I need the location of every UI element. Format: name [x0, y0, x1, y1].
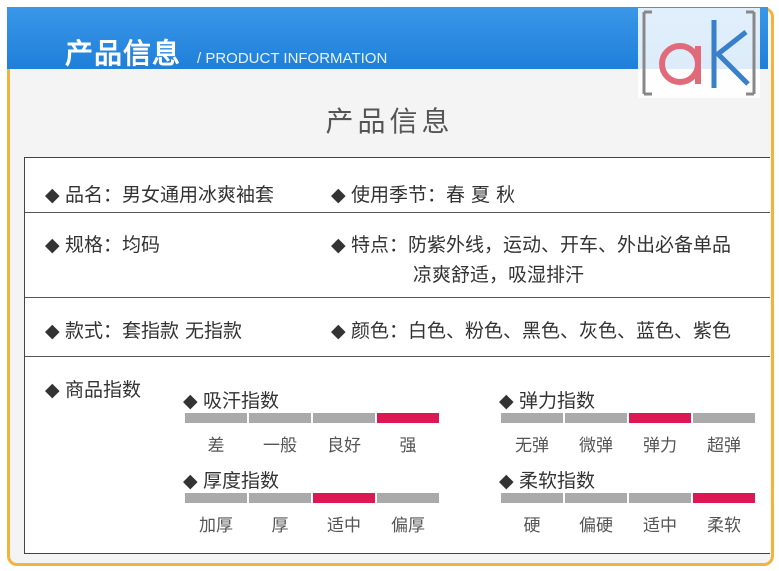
index-level-label: 一般: [263, 436, 297, 456]
index-title: ◆ 柔软指数: [499, 470, 596, 492]
index-level-label: 超弹: [707, 436, 741, 456]
index-level-label: 柔软: [707, 516, 741, 536]
section-title: 产品信息: [325, 105, 454, 138]
info-features: ◆ 特点：防紫外线，运动、开车、外出必备单品: [331, 234, 732, 256]
index-level-bar: [377, 413, 439, 423]
index-level-bar: [185, 493, 247, 503]
index-level-label: 偏厚: [391, 516, 425, 536]
index-level-bar: [629, 413, 691, 423]
index-level-bar: [249, 413, 311, 423]
brand-logo: [638, 8, 760, 98]
diamond-bullet-icon: ◆: [331, 234, 346, 256]
diamond-bullet-icon: ◆: [183, 470, 198, 492]
index-title: ◆ 厚度指数: [183, 470, 280, 492]
diamond-bullet-icon: ◆: [331, 320, 346, 342]
info-season: ◆ 使用季节：春 夏 秋: [331, 184, 516, 206]
index-level-label: 硬: [523, 516, 541, 536]
info-indices-label: ◆ 商品指数: [45, 379, 142, 401]
info-size: ◆ 规格：均码: [45, 234, 161, 256]
index-level-bar: [693, 493, 755, 503]
diamond-bullet-icon: ◆: [45, 184, 60, 206]
index-level-bar: [565, 493, 627, 503]
diamond-bullet-icon: ◆: [499, 470, 514, 492]
index-level-label: 适中: [643, 516, 677, 536]
index-level-bar: [313, 493, 375, 503]
info-colors: ◆ 颜色：白色、粉色、黑色、灰色、蓝色、紫色: [331, 320, 732, 342]
row-divider: [25, 356, 770, 357]
index-level-label: 适中: [327, 516, 361, 536]
index-level-bar: [249, 493, 311, 503]
index-level-bar: [565, 413, 627, 423]
diamond-bullet-icon: ◆: [499, 390, 514, 412]
index-level-bar: [629, 493, 691, 503]
index-level-label: 微弹: [579, 436, 613, 456]
header-title: 产品信息: [65, 37, 182, 70]
index-level-label: 弹力: [643, 436, 677, 456]
index-level-label: 良好: [327, 436, 361, 456]
index-level-label: 差: [207, 436, 225, 456]
index-level-bar: [693, 413, 755, 423]
diamond-bullet-icon: ◆: [45, 320, 60, 342]
info-features-line2: 凉爽舒适，吸湿排汗: [413, 264, 585, 286]
diamond-bullet-icon: ◆: [45, 379, 60, 401]
index-level-label: 强: [399, 436, 417, 456]
index-level-bar: [377, 493, 439, 503]
index-level-bar: [501, 493, 563, 503]
row-divider: [25, 297, 770, 298]
index-level-bar: [501, 413, 563, 423]
index-level-bar: [185, 413, 247, 423]
diamond-bullet-icon: ◆: [45, 234, 60, 256]
row-divider: [25, 212, 770, 213]
diamond-bullet-icon: ◆: [331, 184, 346, 206]
index-title: ◆ 弹力指数: [499, 390, 596, 412]
info-style: ◆ 款式：套指款 无指款: [45, 320, 243, 342]
index-level-label: 厚: [271, 516, 289, 536]
diamond-bullet-icon: ◆: [183, 390, 198, 412]
info-product-name: ◆ 品名：男女通用冰爽袖套: [45, 184, 275, 206]
index-level-label: 偏硬: [579, 516, 613, 536]
product-info-table: ◆ 品名：男女通用冰爽袖套 ◆ 使用季节：春 夏 秋 ◆ 规格：均码 ◆ 特点：防紫外线…: [24, 157, 770, 554]
index-level-label: 加厚: [199, 516, 233, 536]
header-subtitle: / PRODUCT INFORMATION: [197, 50, 388, 67]
index-level-label: 无弹: [515, 436, 549, 456]
index-title: ◆ 吸汗指数: [183, 390, 280, 412]
index-level-bar: [313, 413, 375, 423]
